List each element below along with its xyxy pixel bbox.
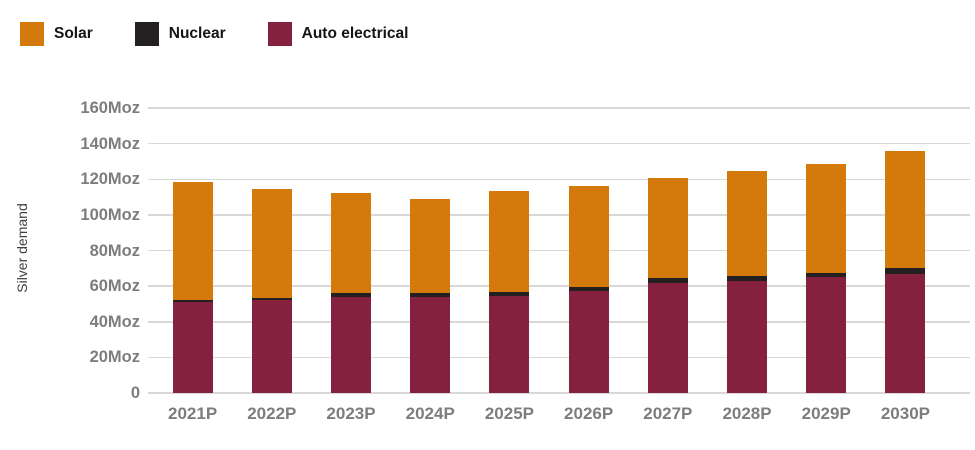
bar-segment-nuclear bbox=[727, 276, 768, 281]
legend-label: Auto electrical bbox=[301, 25, 409, 42]
bar-segment-auto-electrical bbox=[331, 296, 371, 393]
gridline bbox=[148, 178, 970, 180]
bar-segment-auto-electrical bbox=[885, 273, 926, 393]
bar-segment-solar bbox=[251, 189, 292, 298]
legend-item: Nuclear bbox=[134, 22, 226, 46]
stacked-bar-2029P bbox=[806, 164, 847, 393]
y-axis-tick-label: 0 bbox=[130, 384, 140, 402]
bar-slot-2025P bbox=[470, 108, 549, 393]
bar-segment-nuclear bbox=[410, 293, 451, 297]
plot-area bbox=[153, 108, 945, 393]
bar-segment-auto-electrical bbox=[568, 290, 609, 393]
stacked-bar-2024P bbox=[410, 198, 451, 393]
bar-segment-auto-electrical bbox=[410, 296, 451, 393]
x-axis-label: 2026P bbox=[564, 404, 614, 423]
x-axis-label: 2024P bbox=[405, 404, 455, 423]
stacked-bar-2026P bbox=[568, 186, 609, 393]
bar-segment-solar bbox=[727, 171, 768, 277]
bar-segment-solar bbox=[410, 198, 451, 294]
gridline bbox=[148, 285, 970, 287]
legend-label: Nuclear bbox=[168, 25, 226, 42]
y-axis-tick-label: 160Moz bbox=[80, 99, 140, 117]
bar-segment-nuclear bbox=[568, 287, 609, 291]
bar-segment-auto-electrical bbox=[489, 295, 530, 393]
x-axis-label: 2021P bbox=[168, 404, 218, 423]
bar-segment-auto-electrical bbox=[647, 282, 688, 393]
bar-segment-solar bbox=[806, 164, 847, 273]
bar-segment-nuclear bbox=[885, 268, 926, 274]
bar-slot-2024P bbox=[391, 108, 470, 393]
bar-segment-nuclear bbox=[331, 293, 371, 297]
y-axis-tick-label: 60Moz bbox=[89, 277, 140, 296]
bar-slot-2029P bbox=[787, 108, 866, 393]
gridline bbox=[148, 214, 970, 216]
legend-item: Auto electrical bbox=[267, 22, 409, 46]
legend-label: Solar bbox=[54, 25, 93, 42]
bar-segment-auto-electrical bbox=[806, 277, 847, 393]
stacked-bar-2025P bbox=[489, 190, 530, 393]
bar-slot-2027P bbox=[628, 108, 707, 393]
gridline bbox=[148, 107, 970, 109]
stacked-bar-2030P bbox=[885, 150, 926, 393]
gridline bbox=[148, 392, 970, 394]
gridline bbox=[148, 142, 970, 145]
bar-slot-2023P bbox=[311, 108, 390, 393]
x-axis-label: 2029P bbox=[801, 404, 851, 423]
stacked-bar-2021P bbox=[172, 181, 213, 393]
legend: Solar Nuclear Auto electrical bbox=[20, 22, 408, 46]
y-axis-tick-label: 20Moz bbox=[89, 348, 140, 367]
gridline bbox=[148, 321, 970, 323]
x-axis-label: 2022P bbox=[247, 404, 297, 423]
bar-slot-2026P bbox=[549, 108, 628, 393]
gridline bbox=[148, 356, 970, 359]
bar-slot-2030P bbox=[866, 108, 945, 393]
y-axis-tick-label: 40Moz bbox=[89, 312, 140, 331]
gridline bbox=[148, 249, 970, 252]
bar-slot-2022P bbox=[232, 108, 311, 393]
bar-segment-nuclear bbox=[251, 297, 292, 301]
bar-segment-nuclear bbox=[489, 292, 530, 296]
bar-segment-auto-electrical bbox=[172, 302, 213, 393]
bar-segment-solar bbox=[331, 193, 371, 294]
y-axis-tick-label: 100Moz bbox=[80, 205, 140, 224]
stacked-bar-2027P bbox=[647, 178, 688, 393]
bar-segment-auto-electrical bbox=[727, 280, 768, 393]
stacked-bar-2022P bbox=[251, 189, 292, 393]
bar-slot-2021P bbox=[153, 108, 232, 393]
bar-segment-solar bbox=[647, 178, 688, 279]
bar-segment-nuclear bbox=[647, 278, 688, 283]
x-axis-label: 2030P bbox=[880, 404, 931, 423]
legend-swatch-icon bbox=[267, 22, 292, 46]
x-axis-label: 2027P bbox=[643, 404, 693, 423]
y-axis-tick-label: 120Moz bbox=[80, 170, 140, 189]
stacked-bar-2028P bbox=[727, 171, 768, 393]
bar-slot-2028P bbox=[707, 108, 786, 393]
bar-segment-solar bbox=[568, 186, 609, 288]
x-axis-label: 2023P bbox=[326, 404, 376, 423]
y-axis-tick-label: 140Moz bbox=[80, 134, 140, 153]
x-axis-label: 2025P bbox=[484, 404, 534, 423]
x-axis-label: 2028P bbox=[722, 404, 772, 423]
x-axis-category-labels: 2021P 2022P 2023P 2024P 2025P 2026P 2027P 2028P… bbox=[153, 404, 945, 424]
stacked-bar-2023P bbox=[331, 193, 371, 393]
legend-item: Solar bbox=[20, 22, 93, 46]
bar-segment-solar bbox=[885, 150, 926, 269]
bar-segment-solar bbox=[489, 190, 530, 293]
bar-segment-solar bbox=[172, 181, 213, 301]
bar-segment-nuclear bbox=[172, 300, 213, 303]
legend-swatch-icon bbox=[134, 22, 159, 46]
legend-swatch-icon bbox=[20, 22, 44, 46]
bar-segment-nuclear bbox=[806, 272, 847, 278]
y-axis-tick-label: 80Moz bbox=[89, 241, 140, 260]
bar-segment-auto-electrical bbox=[251, 300, 292, 393]
